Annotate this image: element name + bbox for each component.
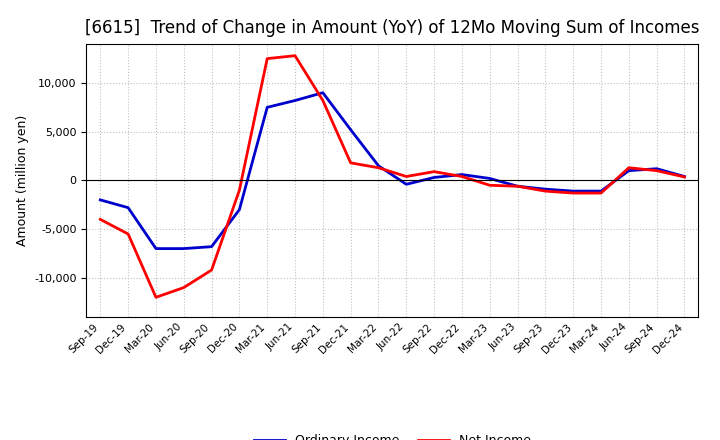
Net Income (541, 188, 550, 194)
Ordinary Income (652, 166, 661, 171)
Net Income (152, 295, 161, 300)
Ordinary Income (569, 188, 577, 194)
Ordinary Income (207, 244, 216, 249)
Ordinary Income (680, 174, 689, 179)
Title: [6615]  Trend of Change in Amount (YoY) of 12Mo Moving Sum of Incomes: [6615] Trend of Change in Amount (YoY) o… (85, 19, 700, 37)
Ordinary Income (485, 176, 494, 181)
Net Income (374, 165, 383, 170)
Net Income (124, 231, 132, 237)
Net Income (207, 268, 216, 273)
Net Income (96, 217, 104, 222)
Net Income (624, 165, 633, 170)
Ordinary Income (541, 187, 550, 192)
Net Income (680, 174, 689, 180)
Ordinary Income (513, 183, 522, 189)
Net Income (179, 285, 188, 290)
Ordinary Income (96, 197, 104, 202)
Ordinary Income (458, 172, 467, 177)
Net Income (346, 160, 355, 165)
Net Income (235, 187, 243, 193)
Net Income (318, 98, 327, 103)
Net Income (263, 56, 271, 61)
Ordinary Income (318, 90, 327, 95)
Net Income (458, 174, 467, 179)
Legend: Ordinary Income, Net Income: Ordinary Income, Net Income (248, 429, 536, 440)
Net Income (485, 183, 494, 188)
Net Income (652, 168, 661, 173)
Net Income (569, 191, 577, 196)
Net Income (597, 191, 606, 196)
Net Income (513, 183, 522, 189)
Ordinary Income (597, 188, 606, 194)
Ordinary Income (179, 246, 188, 251)
Ordinary Income (291, 98, 300, 103)
Ordinary Income (346, 127, 355, 132)
Ordinary Income (402, 182, 410, 187)
Ordinary Income (374, 163, 383, 169)
Net Income (430, 169, 438, 174)
Net Income (402, 174, 410, 179)
Line: Net Income: Net Income (100, 56, 685, 297)
Y-axis label: Amount (million yen): Amount (million yen) (16, 115, 29, 246)
Ordinary Income (152, 246, 161, 251)
Line: Ordinary Income: Ordinary Income (100, 93, 685, 249)
Net Income (291, 53, 300, 59)
Ordinary Income (124, 205, 132, 210)
Ordinary Income (235, 207, 243, 212)
Ordinary Income (624, 168, 633, 173)
Ordinary Income (263, 105, 271, 110)
Ordinary Income (430, 175, 438, 180)
